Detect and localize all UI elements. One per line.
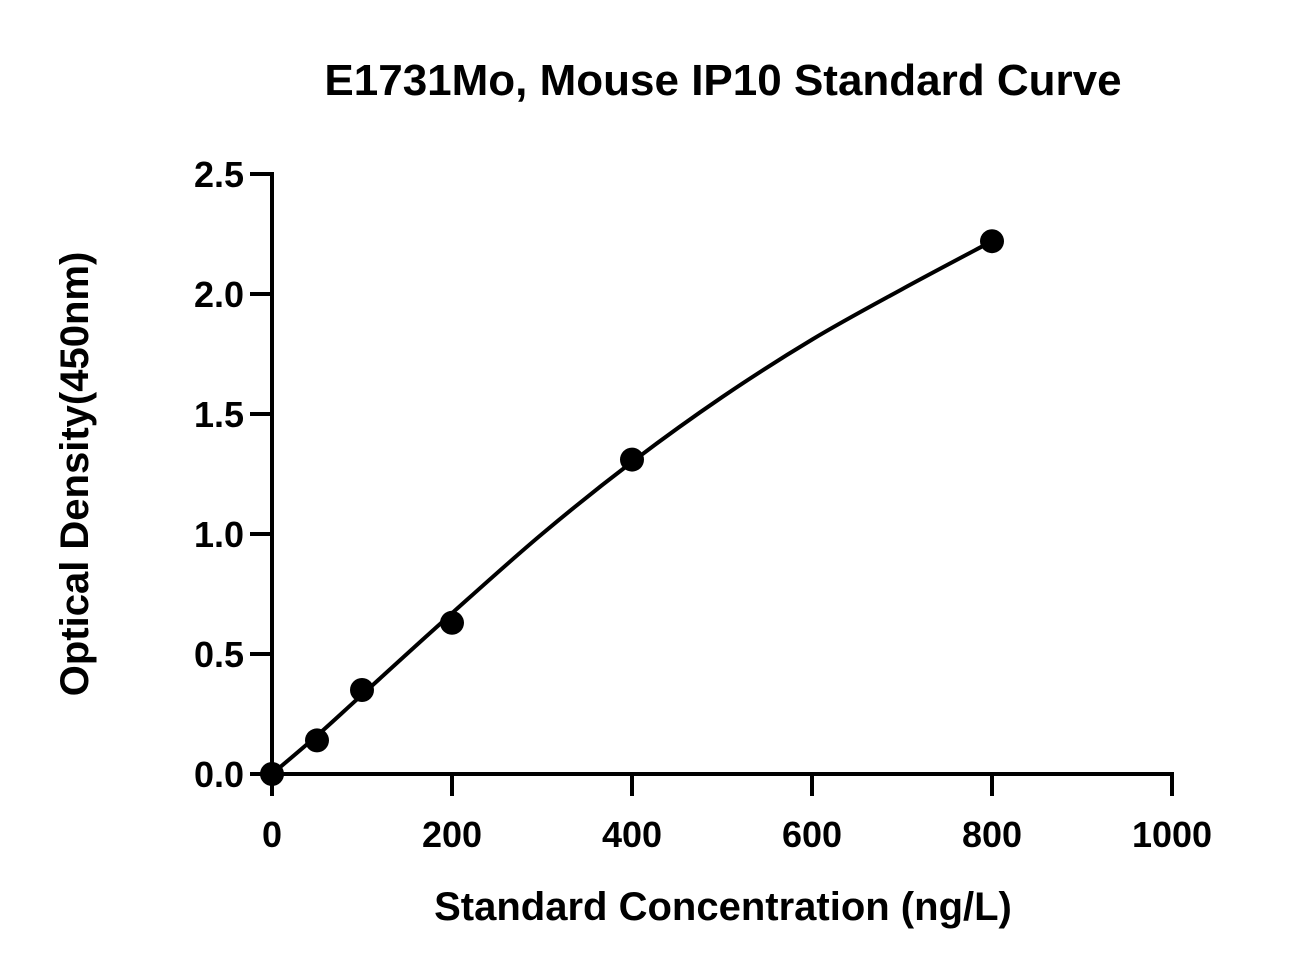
y-axis: 0.0 0.5 1.0 1.5 2.0 2.5 bbox=[194, 154, 274, 795]
x-tick-label: 1000 bbox=[1132, 814, 1212, 855]
fit-curve-layer bbox=[270, 239, 993, 776]
x-tick-label: 400 bbox=[602, 814, 662, 855]
y-tick-label: 2.5 bbox=[194, 154, 244, 195]
fit-curve-line bbox=[270, 239, 993, 776]
y-tick-label: 2.0 bbox=[194, 274, 244, 315]
data-point bbox=[980, 229, 1004, 254]
x-axis: 0 200 400 600 800 1000 bbox=[262, 772, 1212, 855]
y-axis-label: Optical Density(450nm) bbox=[53, 252, 97, 697]
data-points-layer bbox=[260, 229, 1004, 786]
y-tick-label: 1.5 bbox=[194, 394, 244, 435]
data-point bbox=[350, 678, 374, 702]
y-tick-label: 0.5 bbox=[194, 634, 244, 675]
chart-title: E1731Mo, Mouse IP10 Standard Curve bbox=[324, 56, 1121, 105]
x-tick-label: 800 bbox=[962, 814, 1022, 855]
y-tick-label: 1.0 bbox=[194, 514, 244, 555]
x-tick-label: 200 bbox=[422, 814, 482, 855]
data-point bbox=[620, 447, 644, 472]
data-point bbox=[305, 728, 329, 753]
x-tick-label: 0 bbox=[262, 814, 282, 855]
y-tick-label: 0.0 bbox=[194, 754, 244, 795]
x-tick-label: 600 bbox=[782, 814, 842, 855]
data-point bbox=[260, 762, 284, 786]
x-axis-label: Standard Concentration (ng/L) bbox=[434, 885, 1012, 929]
data-point bbox=[440, 610, 464, 635]
